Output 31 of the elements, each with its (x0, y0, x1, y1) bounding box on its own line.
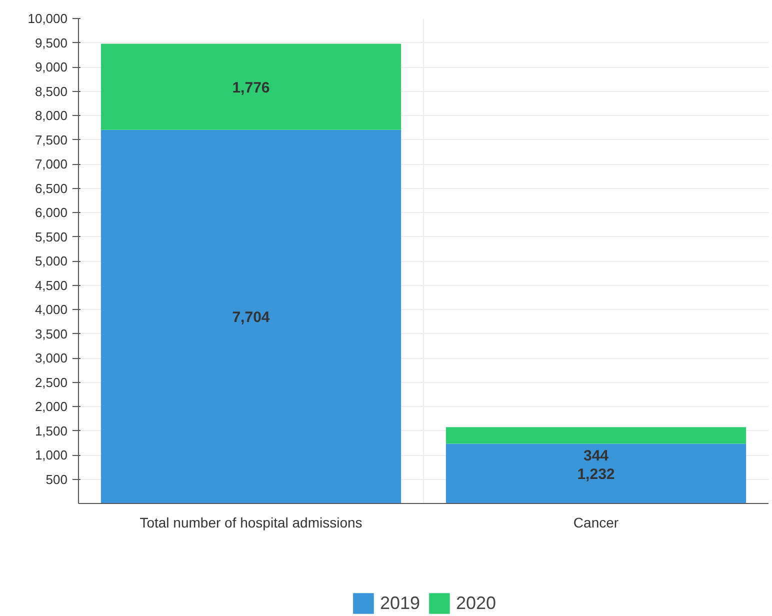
bar (446, 427, 746, 444)
y-tick-label: 9,000 (34, 60, 68, 74)
legend-label: 2020 (456, 592, 496, 614)
y-tick-label: 1,500 (34, 423, 68, 438)
data-label: 1,232 (577, 466, 615, 484)
y-tick-label: 6,500 (34, 180, 68, 196)
y-tick-label: 500 (46, 472, 68, 487)
x-tick-label: Total number of hospital admissions (140, 514, 362, 530)
y-tick-label: 3,500 (34, 326, 68, 342)
y-tick-label: 4,000 (34, 302, 68, 317)
y-tick-label: 4,500 (34, 278, 68, 293)
y-tick-label: 3,000 (34, 350, 68, 366)
bar (446, 444, 746, 504)
y-tick-label: 6,000 (34, 205, 68, 220)
x-tick-label: Cancer (573, 514, 619, 530)
legend-label: 2019 (380, 592, 420, 614)
y-tick-label: 1,000 (34, 448, 68, 462)
y-tick-label: 2,500 (34, 374, 68, 390)
y-tick-label: 5,000 (34, 254, 68, 268)
y-tick-label: 9,500 (34, 35, 68, 50)
y-tick-label: 7,000 (34, 156, 68, 172)
data-label: 7,704 (232, 309, 270, 326)
y-tick-label: 8,000 (34, 108, 68, 123)
bar (100, 44, 402, 130)
y-tick-label: 2,000 (34, 399, 68, 414)
y-tick-label: 10,000 (28, 11, 68, 26)
data-label: 1,776 (232, 79, 270, 96)
y-tick-label: 7,500 (34, 132, 68, 148)
y-tick-label: 5,500 (34, 229, 68, 244)
data-label: 344 (583, 448, 610, 465)
y-tick-label: 8,500 (34, 84, 68, 99)
